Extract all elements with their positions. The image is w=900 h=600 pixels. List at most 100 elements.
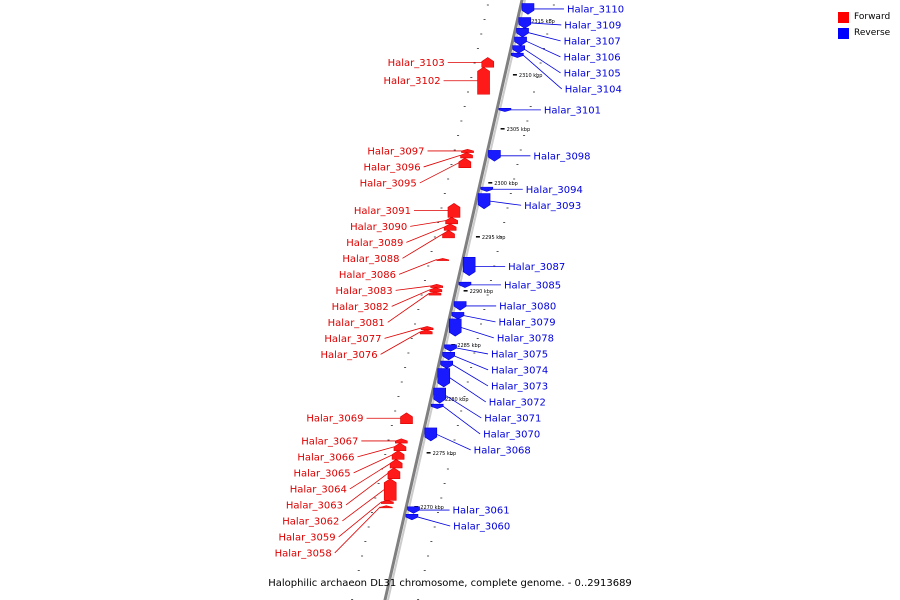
gene-label[interactable]: Halar_3101 [544,105,601,116]
gene-label[interactable]: Halar_3107 [564,36,621,47]
gene-label[interactable]: Halar_3074 [491,365,548,376]
forward-gene[interactable] [477,66,490,95]
forward-gene[interactable] [420,326,434,330]
forward-gene[interactable] [429,287,443,293]
reverse-gene[interactable] [514,36,527,47]
reverse-gene[interactable] [444,344,457,352]
forward-gene[interactable] [445,217,458,225]
forward-gene[interactable] [400,412,413,424]
reverse-gene[interactable] [458,281,472,288]
gene-leader-line [384,327,422,339]
gene-label[interactable]: Halar_3083 [335,286,392,297]
gene-label[interactable]: Halar_3073 [491,381,548,392]
reverse-gene[interactable] [521,3,535,15]
reverse-gene[interactable] [516,28,529,38]
reverse-gene[interactable] [448,318,462,337]
reverse-gene[interactable] [480,186,494,192]
forward-gene[interactable] [436,258,450,261]
gene-label[interactable]: Halar_3105 [564,68,621,79]
forward-gene[interactable] [428,291,442,296]
forward-gene[interactable] [447,202,461,218]
gene-label[interactable]: Halar_3106 [563,52,620,63]
reverse-gene[interactable] [462,257,476,277]
forward-gene[interactable] [443,223,457,231]
gene-label[interactable]: Halar_3094 [526,185,583,196]
gene-label[interactable]: Halar_3065 [294,468,351,479]
scale-tick-label: 2295 kbp [482,235,506,241]
gene-label[interactable]: Halar_3077 [324,334,381,345]
forward-gene[interactable] [383,478,397,501]
gene-label[interactable]: Halar_3062 [282,516,339,527]
gene-label[interactable]: Halar_3081 [328,318,385,329]
gene-label[interactable]: Halar_3104 [565,84,622,95]
reverse-gene[interactable] [511,52,524,58]
forward-gene[interactable] [387,467,401,480]
gene-label[interactable]: Halar_3091 [354,206,411,217]
forward-gene[interactable] [389,458,403,469]
gene-label[interactable]: Halar_3080 [499,301,556,312]
gene-label[interactable]: Halar_3088 [342,254,399,265]
forward-gene[interactable] [395,438,408,444]
gene-label[interactable]: Halar_3059 [279,532,336,543]
forward-gene[interactable] [430,284,444,288]
scale-tick-label: 2280 kbp [445,397,469,403]
gene-label[interactable]: Halar_3093 [524,201,581,212]
reverse-gene[interactable] [437,368,451,388]
reverse-gene[interactable] [518,17,532,29]
reverse-gene[interactable] [512,45,526,54]
gene-label[interactable]: Halar_3085 [504,280,561,291]
forward-gene[interactable] [379,505,393,509]
gene-label[interactable]: Halar_3069 [306,414,363,425]
gene-label[interactable]: Halar_3067 [301,436,358,447]
reverse-gene[interactable] [407,506,420,514]
reverse-gene[interactable] [477,193,491,210]
reverse-gene[interactable] [488,150,501,162]
gene-label[interactable]: Halar_3095 [360,178,417,189]
forward-gene[interactable] [460,152,473,159]
reverse-gene[interactable] [442,352,455,361]
gene-label[interactable]: Halar_3079 [498,317,555,328]
forward-gene[interactable] [419,329,433,335]
reverse-gene[interactable] [498,107,512,112]
gene-label[interactable]: Halar_3064 [290,484,347,495]
gene-label[interactable]: Halar_3098 [533,151,590,162]
gene-label[interactable]: Halar_3102 [383,76,440,87]
forward-gene[interactable] [391,450,405,460]
gene-label[interactable]: Halar_3070 [483,429,540,440]
gene-label[interactable]: Halar_3068 [474,445,531,456]
gene-label[interactable]: Halar_3075 [491,349,548,360]
gene-label[interactable]: Halar_3076 [320,350,377,361]
gene-label[interactable]: Halar_3110 [567,4,624,15]
gene-label[interactable]: Halar_3060 [453,522,510,533]
gene-label[interactable]: Halar_3087 [508,262,565,273]
reverse-gene[interactable] [405,514,419,521]
forward-gene[interactable] [481,57,495,68]
gene-label[interactable]: Halar_3089 [346,238,403,249]
gene-label[interactable]: Halar_3071 [484,413,541,424]
reverse-gene[interactable] [451,312,465,320]
gene-label[interactable]: Halar_3109 [564,20,621,31]
reverse-gene[interactable] [424,427,438,442]
gene-label[interactable]: Halar_3090 [350,222,407,233]
gene-label[interactable]: Halar_3097 [367,146,424,157]
gene-label[interactable]: Halar_3078 [497,333,554,344]
gene-label[interactable]: Halar_3082 [332,302,389,313]
gene-label[interactable]: Halar_3072 [489,397,546,408]
reverse-gene[interactable] [430,403,444,409]
gene-label[interactable]: Halar_3103 [388,58,445,69]
forward-gene[interactable] [381,500,394,504]
reverse-gene[interactable] [433,387,446,404]
gene-label[interactable]: Halar_3086 [339,270,396,281]
gene-label[interactable]: Halar_3063 [286,500,343,511]
gene-label[interactable]: Halar_3096 [364,162,421,173]
reverse-gene[interactable] [453,301,467,311]
forward-gene[interactable] [442,229,455,239]
gene-leader-line [456,347,489,355]
reverse-gene[interactable] [440,360,454,369]
forward-gene[interactable] [461,149,474,153]
forward-gene[interactable] [393,442,407,451]
forward-gene[interactable] [458,157,472,168]
gene-label[interactable]: Halar_3058 [275,548,332,559]
gene-label[interactable]: Halar_3066 [297,452,354,463]
gene-label[interactable]: Halar_3061 [453,506,510,517]
